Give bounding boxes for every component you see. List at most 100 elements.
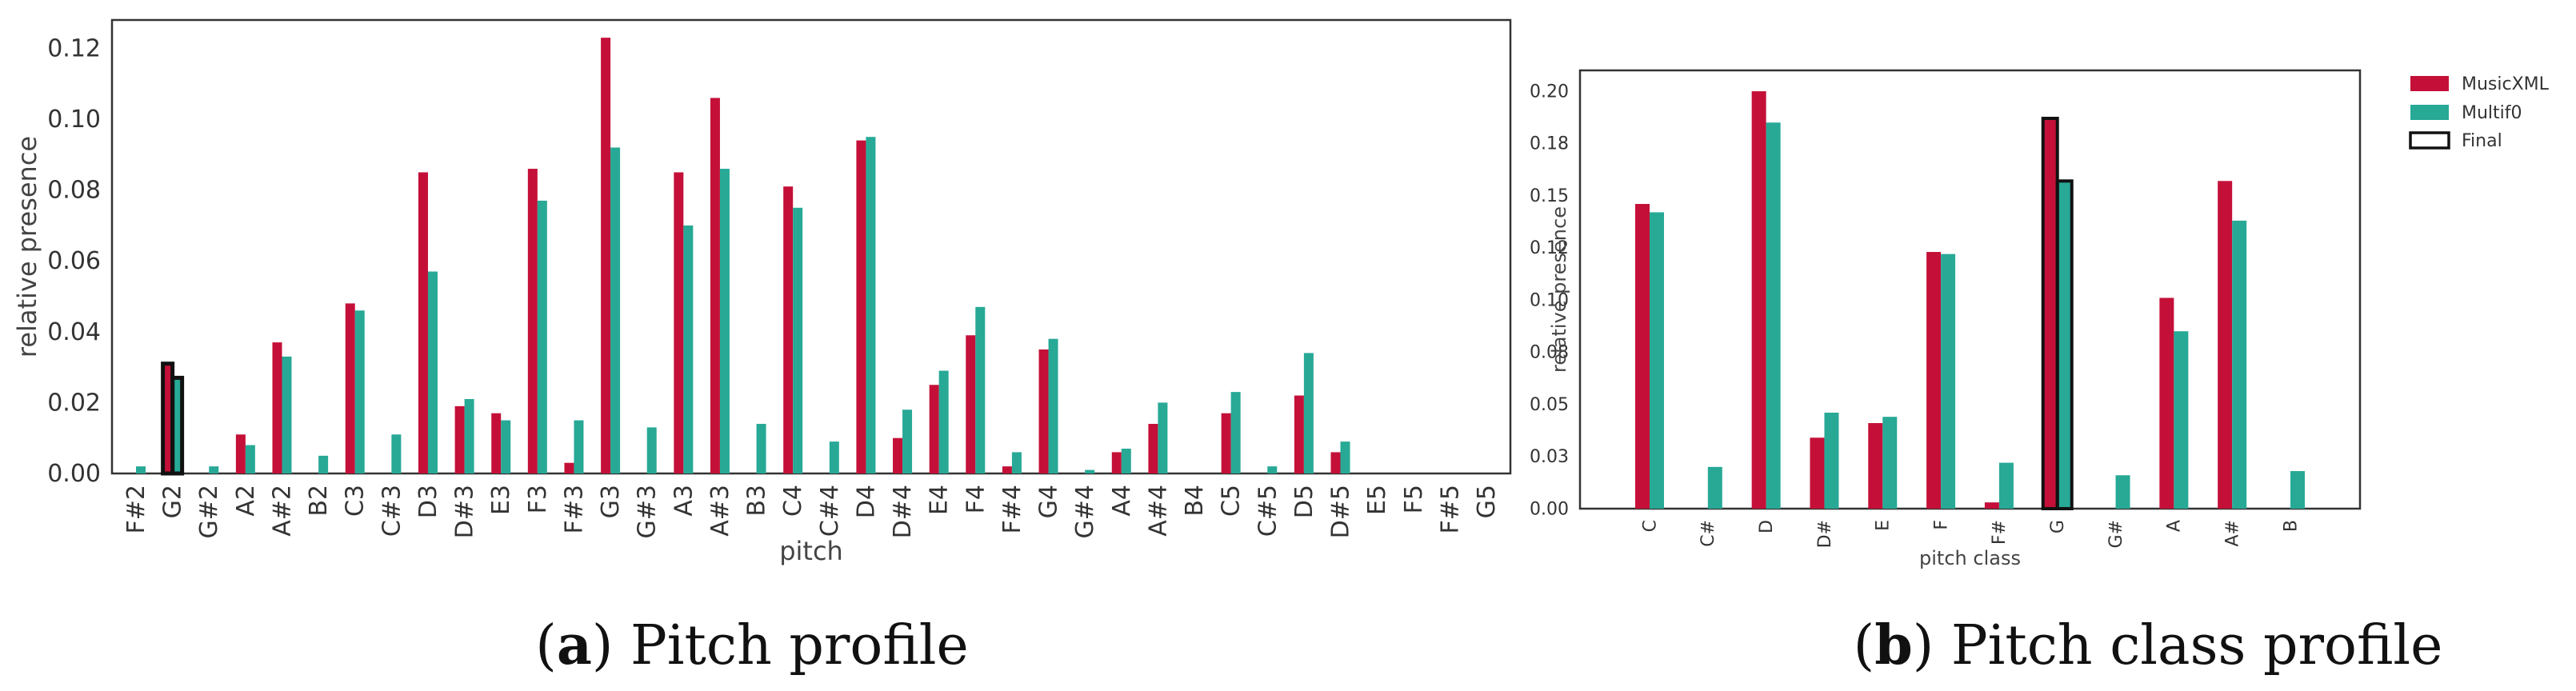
bar-musicxml bbox=[491, 413, 502, 473]
bar-multif0 bbox=[2057, 181, 2072, 509]
x-tick-label: F bbox=[1931, 520, 1951, 530]
x-tick-label: G# bbox=[2106, 520, 2126, 548]
x-tick-label: A# bbox=[2223, 520, 2243, 546]
x-tick-label: G4 bbox=[1035, 485, 1063, 518]
x-tick-label: D3 bbox=[414, 485, 442, 518]
y-tick-label: 0.08 bbox=[47, 177, 101, 205]
bar-musicxml bbox=[1148, 423, 1158, 473]
bar-multif0 bbox=[2232, 220, 2247, 509]
bar-multif0 bbox=[1766, 122, 1781, 509]
caption-b: (b) Pitch class profile bbox=[1854, 613, 2443, 677]
x-tick-label: F5 bbox=[1400, 485, 1428, 513]
bar-musicxml bbox=[2218, 181, 2233, 509]
x-tick-label: F#2 bbox=[122, 485, 150, 533]
y-axis-label: relative presence bbox=[1548, 206, 1570, 373]
legend-swatch-multif0 bbox=[2410, 105, 2449, 120]
bar-multif0 bbox=[1998, 462, 2014, 509]
bar-multif0 bbox=[245, 445, 255, 473]
bar-musicxml bbox=[1635, 204, 1650, 509]
bar-multif0 bbox=[1230, 392, 1241, 473]
y-tick-label: 0.04 bbox=[47, 318, 101, 346]
x-tick-label: E3 bbox=[487, 485, 515, 515]
bar-multif0 bbox=[574, 420, 584, 473]
x-tick-label: A#2 bbox=[268, 485, 296, 537]
x-tick-label: G#4 bbox=[1071, 485, 1099, 538]
caption-a: (a) Pitch profile bbox=[535, 613, 968, 677]
bar-final-multif0 bbox=[2055, 179, 2074, 511]
x-tick-label: B4 bbox=[1181, 485, 1209, 517]
x-tick-label: F# bbox=[1990, 520, 2010, 545]
bar-musicxml bbox=[2042, 118, 2058, 509]
bar-multif0 bbox=[501, 420, 511, 473]
bar-multif0 bbox=[464, 398, 474, 473]
x-tick-label: F#3 bbox=[560, 485, 588, 533]
x-tick-label: D bbox=[1757, 520, 1777, 533]
x-tick-label: A#3 bbox=[706, 485, 734, 537]
x-tick-label: G5 bbox=[1473, 485, 1501, 518]
x-tick-label: D# bbox=[1815, 520, 1835, 548]
x-tick-label: G#2 bbox=[195, 485, 223, 538]
caption-b-text: Pitch class profile bbox=[1934, 614, 2442, 677]
y-tick-label: 0.12 bbox=[47, 34, 101, 62]
x-tick-label: E bbox=[1874, 520, 1894, 531]
bar-musicxml bbox=[418, 172, 428, 473]
bar-musicxml bbox=[1810, 437, 1825, 509]
y-tick-label: 0.05 bbox=[1530, 395, 1569, 415]
legend-label: Final bbox=[2462, 131, 2502, 151]
y-tick-label: 0.02 bbox=[47, 389, 101, 417]
legend-label: Multif0 bbox=[2462, 103, 2522, 123]
bar-multif0 bbox=[209, 466, 219, 473]
bar-musicxml bbox=[454, 405, 465, 473]
bar-multif0 bbox=[866, 137, 876, 473]
bar-musicxml bbox=[564, 462, 574, 473]
chart-b-pitch-class-profile: 0.00 0.03 0.05 0.08 0.10 0.12 0.15 0.18 0.20 C C# D… bbox=[1530, 69, 2550, 569]
y-tick-label: 0.20 bbox=[1530, 82, 1569, 102]
bar-multif0 bbox=[537, 200, 547, 473]
bar-musicxml bbox=[235, 434, 246, 473]
bar-musicxml bbox=[1294, 395, 1304, 473]
bar-multif0 bbox=[1340, 441, 1350, 473]
y-tick-label: 0.06 bbox=[47, 247, 101, 275]
x-tick-label: D4 bbox=[852, 485, 880, 518]
x-tick-label: D#5 bbox=[1327, 485, 1355, 538]
bar-multif0 bbox=[2174, 331, 2189, 509]
bar-musicxml bbox=[1038, 349, 1049, 473]
legend-swatch-musicxml bbox=[2410, 76, 2449, 91]
x-tick-label: B bbox=[2281, 520, 2301, 532]
bar-musicxml bbox=[929, 385, 939, 473]
bar-musicxml bbox=[674, 172, 684, 473]
bar-multif0 bbox=[938, 370, 949, 473]
x-tick-label: D5 bbox=[1290, 485, 1318, 518]
y-tick-label: 0.03 bbox=[1530, 447, 1569, 467]
y-tick-label: 0.12 bbox=[1530, 238, 1569, 258]
bar-multif0 bbox=[2290, 471, 2305, 509]
x-tick-label: E5 bbox=[1363, 485, 1391, 515]
x-tick-label: C4 bbox=[779, 485, 807, 517]
bar-multif0 bbox=[172, 377, 182, 473]
x-tick-label: F#5 bbox=[1436, 485, 1464, 533]
bar-multif0 bbox=[1158, 402, 1168, 473]
y-tick-label: 0.18 bbox=[1530, 134, 1569, 154]
bar-musicxml bbox=[1221, 413, 1231, 473]
x-tick-label: C#3 bbox=[378, 485, 406, 537]
bar-multif0 bbox=[1707, 466, 1722, 509]
x-tick-label: F4 bbox=[962, 485, 990, 513]
x-tick-label: A bbox=[2165, 520, 2185, 532]
bar-musicxml bbox=[893, 437, 903, 473]
bar-multif0 bbox=[136, 466, 146, 473]
x-tick-label: C bbox=[1640, 520, 1660, 532]
x-tick-label: G bbox=[2048, 520, 2068, 533]
bar-multif0 bbox=[902, 409, 913, 473]
bar-final-multif0 bbox=[170, 375, 185, 476]
bar-multif0 bbox=[1121, 448, 1131, 473]
x-tick-label: A3 bbox=[670, 485, 698, 517]
bar-musicxml bbox=[345, 303, 355, 473]
y-tick-label: 0.15 bbox=[1530, 186, 1569, 206]
x-tick-label: C5 bbox=[1218, 485, 1246, 517]
bar-multif0 bbox=[391, 434, 402, 473]
x-tick-label: C# bbox=[1698, 520, 1718, 547]
bar-multif0 bbox=[829, 441, 839, 473]
caption-a-text: Pitch profile bbox=[613, 614, 968, 677]
bar-multif0 bbox=[683, 225, 694, 473]
x-tick-label: F#4 bbox=[998, 485, 1026, 533]
